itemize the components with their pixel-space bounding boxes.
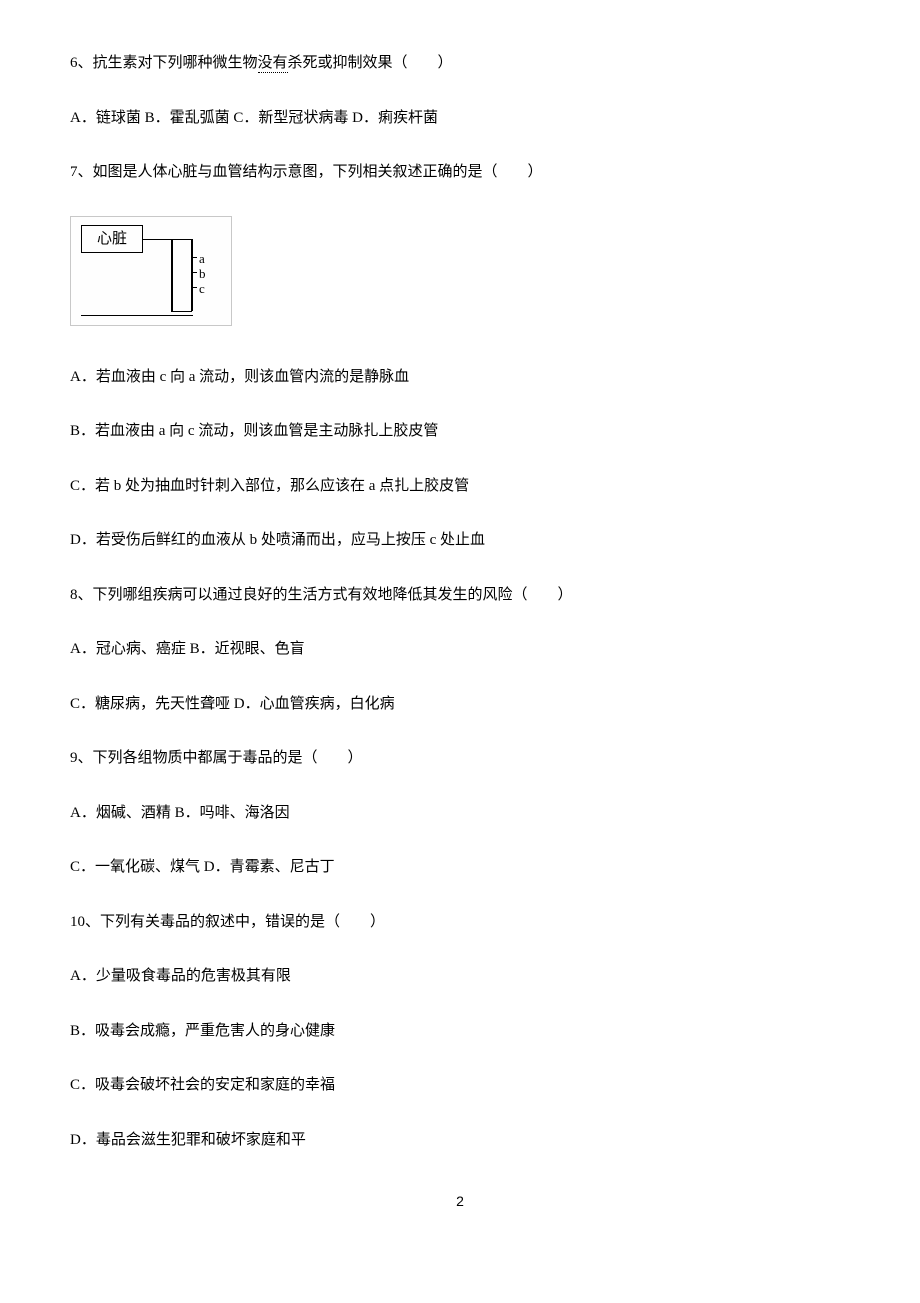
q7-opt-c: C．若 b 处为抽血时针刺入部位，那么应该在 a 点扎上胶皮管 <box>70 475 850 498</box>
q6-options: A．链球菌 B．霍乱弧菌 C．新型冠状病毒 D．痢疾杆菌 <box>70 107 850 130</box>
vessel-left <box>171 239 173 311</box>
q6-opt-d: D．痢疾杆菌 <box>352 110 438 126</box>
q9-opt-c: C．一氧化碳、煤气 <box>70 859 200 875</box>
q10-stem: 10、下列有关毒品的叙述中，错误的是（ ） <box>70 911 850 934</box>
document-page: 6、抗生素对下列哪种微生物没有杀死或抑制效果（ ） A．链球菌 B．霍乱弧菌 C… <box>0 0 920 1252</box>
q9-opt-b: B．吗啡、海洛因 <box>175 805 290 821</box>
tick-a <box>191 257 197 259</box>
q9-opt-a: A．烟碱、酒精 <box>70 805 171 821</box>
q9-options-row2: C．一氧化碳、煤气 D．青霉素、尼古丁 <box>70 856 850 879</box>
q10-opt-b: B．吸毒会成瘾，严重危害人的身心健康 <box>70 1020 850 1043</box>
vessel-right <box>191 239 193 311</box>
q8-opt-b: B．近视眼、色盲 <box>190 641 305 657</box>
label-c: c <box>199 279 205 299</box>
q7-opt-a: A．若血液由 c 向 a 流动，则该血管内流的是静脉血 <box>70 366 850 389</box>
q7-opt-b: B．若血液由 a 向 c 流动，则该血管是主动脉扎上胶皮管 <box>70 420 850 443</box>
q8-opt-a: A．冠心病、癌症 <box>70 641 186 657</box>
top-connector <box>143 239 192 241</box>
q8-options-row1: A．冠心病、癌症 B．近视眼、色盲 <box>70 638 850 661</box>
q7-opt-d: D．若受伤后鲜红的血液从 b 处喷涌而出，应马上按压 c 处止血 <box>70 529 850 552</box>
q7-stem: 7、如图是人体心脏与血管结构示意图，下列相关叙述正确的是（ ） <box>70 161 850 184</box>
q6-stem-after: 杀死或抑制效果（ ） <box>288 55 453 71</box>
bottom-inner <box>171 311 192 313</box>
q9-options-row1: A．烟碱、酒精 B．吗啡、海洛因 <box>70 802 850 825</box>
q8-opt-d: D．心血管疾病，白化病 <box>234 696 395 712</box>
q8-opt-c: C．糖尿病，先天性聋哑 <box>70 696 230 712</box>
q9-stem: 9、下列各组物质中都属于毒品的是（ ） <box>70 747 850 770</box>
heart-box: 心脏 <box>81 225 143 253</box>
tick-c <box>191 287 197 289</box>
q6-stem-before: 6、抗生素对下列哪种微生物 <box>70 55 258 71</box>
q6-emph: 没有 <box>258 55 288 73</box>
bottom-outer <box>81 315 193 317</box>
q6-opt-c: C．新型冠状病毒 <box>233 110 348 126</box>
q8-stem: 8、下列哪组疾病可以通过良好的生活方式有效地降低其发生的风险（ ） <box>70 584 850 607</box>
q8-options-row2: C．糖尿病，先天性聋哑 D．心血管疾病，白化病 <box>70 693 850 716</box>
heart-diagram: 心脏 a b c <box>70 216 232 326</box>
page-number: 2 <box>70 1191 850 1212</box>
q10-opt-c: C．吸毒会破坏社会的安定和家庭的幸福 <box>70 1074 850 1097</box>
q10-opt-d: D．毒品会滋生犯罪和破坏家庭和平 <box>70 1129 850 1152</box>
q6-opt-a: A．链球菌 <box>70 110 141 126</box>
q6-opt-b: B．霍乱弧菌 <box>145 110 230 126</box>
q10-opt-a: A．少量吸食毒品的危害极其有限 <box>70 965 850 988</box>
q6-stem: 6、抗生素对下列哪种微生物没有杀死或抑制效果（ ） <box>70 52 850 75</box>
q9-opt-d: D．青霉素、尼古丁 <box>204 859 335 875</box>
tick-b <box>191 272 197 274</box>
